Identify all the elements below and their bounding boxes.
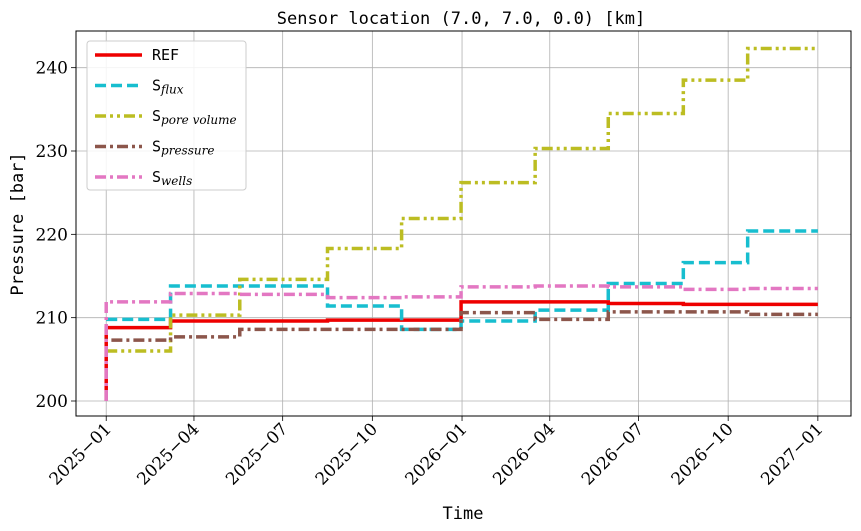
x-tick-label: 2026−04 (489, 419, 559, 489)
series-layer (104, 46, 818, 401)
x-tick-label: 2025−10 (312, 419, 382, 489)
x-tick-label: 2026−10 (668, 419, 738, 489)
legend: REF Sflux Spore volume Spressure Swells (86, 40, 247, 191)
x-tick-label: 2025−01 (46, 419, 116, 489)
series-line-2 (106, 229, 818, 332)
y-tick-label: 230 (36, 142, 68, 162)
chart-title: Sensor location (7.0, 7.0, 0.0) [km] (277, 9, 645, 29)
legend-label: Spressure (152, 138, 214, 158)
x-tick-label: 2026−07 (578, 419, 648, 489)
x-tick-label: 2025−04 (133, 419, 203, 489)
y-tick-label: 240 (36, 59, 68, 79)
x-tick-label: 2026−01 (401, 419, 471, 489)
legend-label: Swells (152, 168, 192, 188)
x-tick-label: 2027−01 (757, 419, 827, 489)
y-tick-label: 220 (36, 225, 68, 245)
grid (76, 31, 851, 416)
x-axis-label: Time (443, 504, 484, 524)
legend-label: Sflux (152, 77, 184, 97)
y-axis-label: Pressure [bar] (8, 152, 28, 295)
plot-area-frame (75, 30, 852, 417)
series-line-3 (106, 46, 818, 353)
y-tick-label: 200 (36, 392, 68, 412)
legend-label: REF (152, 46, 179, 64)
legend-label: Spore volume (152, 107, 237, 127)
x-tick-label: 2025−07 (222, 419, 292, 489)
series-line-5 (104, 284, 818, 401)
y-tick-label: 210 (36, 309, 68, 329)
legend-box (86, 40, 247, 191)
series-line-4 (104, 310, 818, 401)
